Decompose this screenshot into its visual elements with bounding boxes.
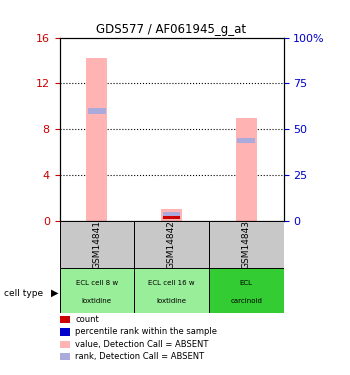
Text: ECL cell 8 w: ECL cell 8 w <box>76 279 118 285</box>
Text: percentile rank within the sample: percentile rank within the sample <box>75 327 217 336</box>
Text: rank, Detection Call = ABSENT: rank, Detection Call = ABSENT <box>75 352 204 361</box>
Text: loxtidine: loxtidine <box>156 297 187 303</box>
Text: ▶: ▶ <box>51 288 58 298</box>
Bar <box>86 58 107 221</box>
Bar <box>60 268 134 313</box>
Bar <box>88 108 106 114</box>
Text: cell type: cell type <box>4 289 43 298</box>
Text: ECL cell 16 w: ECL cell 16 w <box>148 279 195 285</box>
Text: loxtidine: loxtidine <box>82 297 112 303</box>
Text: GSM14842: GSM14842 <box>167 220 176 269</box>
Bar <box>209 221 284 268</box>
Bar <box>60 221 134 268</box>
Bar <box>236 118 257 221</box>
Bar <box>209 268 284 313</box>
Bar <box>163 212 180 217</box>
Title: GDS577 / AF061945_g_at: GDS577 / AF061945_g_at <box>97 23 246 36</box>
Text: carcinoid: carcinoid <box>230 297 262 303</box>
Bar <box>163 216 180 219</box>
Bar <box>237 138 255 143</box>
Bar <box>134 268 209 313</box>
Text: count: count <box>75 315 99 324</box>
Text: GSM14841: GSM14841 <box>92 220 102 269</box>
Text: ECL: ECL <box>240 279 253 285</box>
Bar <box>134 221 209 268</box>
Text: value, Detection Call = ABSENT: value, Detection Call = ABSENT <box>75 340 209 349</box>
Text: GSM14843: GSM14843 <box>241 220 251 269</box>
Bar <box>161 209 182 221</box>
